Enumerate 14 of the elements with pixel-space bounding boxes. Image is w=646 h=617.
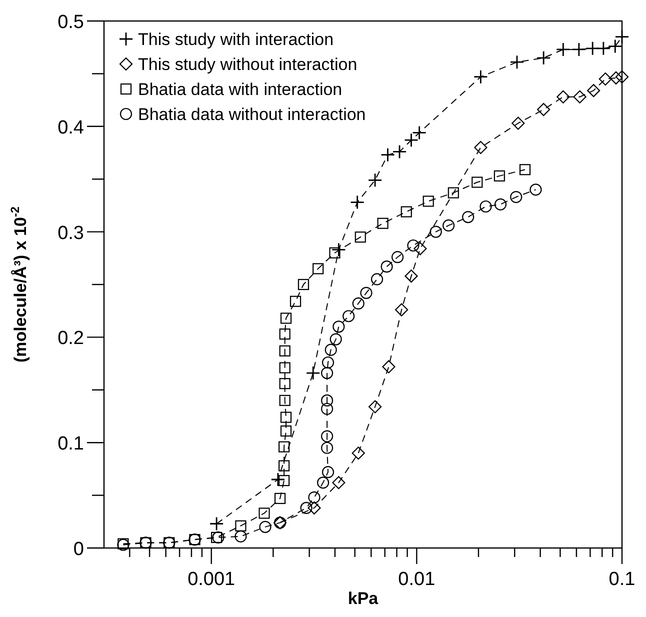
- y-tick-label: 0.5: [58, 12, 84, 33]
- x-tick-label: 0.001: [188, 569, 236, 590]
- y-tick-label: 0.4: [58, 117, 84, 138]
- legend-label: This study with interaction: [138, 30, 334, 49]
- legend-label: Bhatia data with interaction: [138, 80, 342, 99]
- y-tick-label: 0.2: [58, 328, 84, 350]
- y-tick-label: 0.1: [58, 434, 84, 455]
- x-tick-label: 0.1: [608, 569, 636, 590]
- y-tick-label: 0: [73, 539, 84, 560]
- y-tick-label: 0.3: [58, 222, 84, 244]
- x-tick-label: 0.01: [398, 569, 436, 590]
- x-axis-title: kPa: [348, 589, 379, 608]
- legend-label: Bhatia data without interaction: [138, 105, 366, 124]
- legend-label: This study without interaction: [138, 55, 358, 74]
